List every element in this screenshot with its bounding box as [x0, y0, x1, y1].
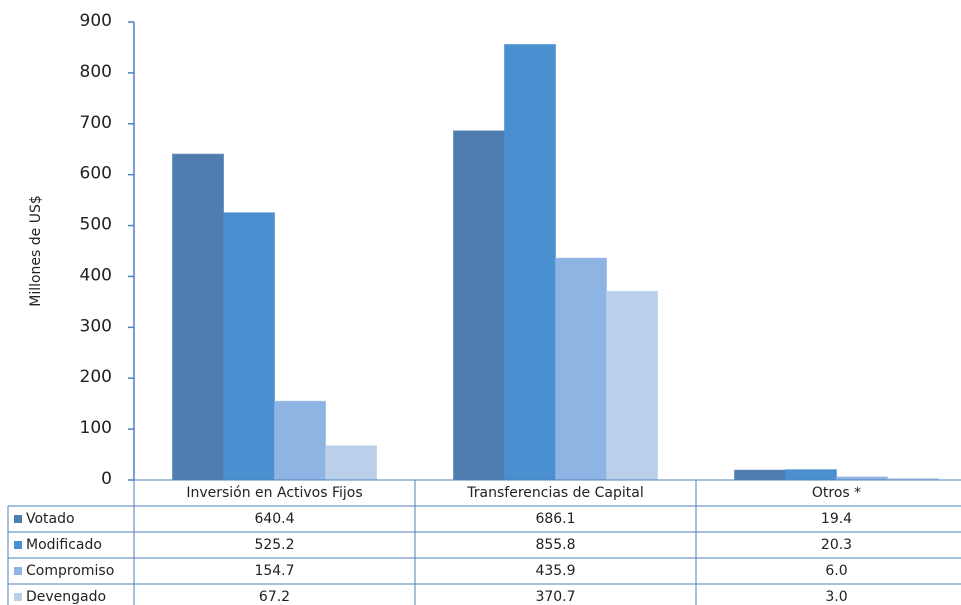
- bar: [223, 212, 275, 481]
- x-tick-label: Otros *: [812, 485, 861, 501]
- y-tick-label: 800: [80, 62, 112, 82]
- y-tick-label: 300: [80, 316, 112, 336]
- y-tick-label: 900: [80, 11, 112, 31]
- table-value: 19.4: [821, 511, 852, 527]
- table-value: 20.3: [821, 537, 852, 553]
- bar: [606, 290, 658, 481]
- table-value: 6.0: [825, 563, 847, 579]
- table-value: 525.2: [254, 537, 294, 553]
- y-tick-label: 0: [101, 469, 112, 489]
- table-value: 855.8: [535, 537, 575, 553]
- legend-label: Votado: [26, 511, 75, 527]
- bar: [734, 469, 786, 481]
- legend-label: Modificado: [26, 537, 102, 553]
- legend-swatch: [14, 541, 22, 549]
- table-value: 3.0: [825, 589, 847, 605]
- legend-label: Compromiso: [26, 563, 114, 579]
- legend-swatch: [14, 593, 22, 601]
- legend-label: Devengado: [26, 589, 106, 605]
- y-tick-label: 200: [80, 367, 112, 387]
- legend-swatch: [14, 515, 22, 523]
- y-tick-label: 600: [80, 164, 112, 184]
- x-tick-label: Transferencias de Capital: [466, 485, 643, 501]
- table-value: 154.7: [254, 563, 294, 579]
- bar: [325, 445, 377, 481]
- bar: [785, 469, 837, 481]
- table-value: 67.2: [259, 589, 290, 605]
- x-tick-label: Inversión en Activos Fijos: [186, 485, 362, 501]
- y-tick-label: 100: [80, 418, 112, 438]
- table-value: 640.4: [254, 511, 294, 527]
- bar: [555, 257, 607, 481]
- table-value: 435.9: [535, 563, 575, 579]
- table-value: 370.7: [535, 589, 575, 605]
- bar: [172, 153, 224, 481]
- table-value: 686.1: [535, 511, 575, 527]
- bar: [504, 43, 556, 481]
- legend-swatch: [14, 567, 22, 575]
- y-tick-label: 400: [80, 265, 112, 285]
- bar: [274, 400, 326, 481]
- bar: [453, 130, 505, 481]
- y-tick-label: 500: [80, 215, 112, 235]
- y-axis-label: Millones de US$: [28, 195, 44, 307]
- y-tick-label: 700: [80, 113, 112, 133]
